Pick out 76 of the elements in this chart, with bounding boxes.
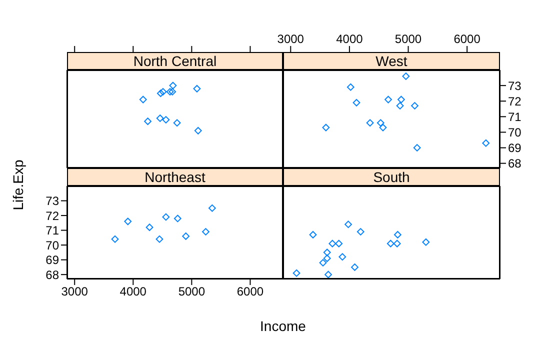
- point: [169, 82, 177, 90]
- point: [174, 214, 182, 222]
- point: [322, 124, 330, 132]
- x-tick-label: 3000: [61, 284, 88, 299]
- y-tick-label: 70: [508, 125, 522, 140]
- x-axis-title: Income: [259, 318, 307, 334]
- point: [208, 204, 216, 212]
- point: [344, 220, 352, 228]
- point: [394, 231, 402, 238]
- point: [162, 213, 170, 221]
- point: [338, 253, 346, 261]
- y-tick-label: 73: [46, 194, 60, 208]
- point: [202, 228, 210, 236]
- point: [323, 254, 331, 262]
- point: [156, 114, 164, 122]
- y-tick-label: 70: [46, 238, 60, 252]
- point: [159, 88, 167, 96]
- y-tick-label: 68: [508, 156, 522, 171]
- point: [139, 96, 147, 104]
- x-tick-label: 5000: [178, 284, 206, 299]
- point: [162, 116, 170, 124]
- point: [356, 228, 364, 236]
- chart-title: Northeast: [67, 168, 283, 186]
- point: [193, 84, 201, 92]
- point: [366, 119, 374, 127]
- point: [402, 72, 410, 80]
- chart-title: West: [283, 52, 500, 70]
- point: [328, 240, 336, 248]
- y-tick-label: 69: [508, 141, 522, 156]
- point: [324, 270, 332, 278]
- point: [292, 269, 300, 277]
- chart-title: North Central: [67, 52, 283, 70]
- point: [309, 231, 317, 238]
- point: [413, 144, 421, 152]
- y-tick-label: 71: [508, 110, 522, 124]
- point: [173, 119, 181, 127]
- y-tick-label: 72: [46, 208, 60, 223]
- point: [482, 139, 490, 147]
- point: [182, 232, 190, 240]
- point: [352, 98, 360, 106]
- point: [144, 118, 152, 126]
- point: [156, 235, 164, 243]
- point: [422, 238, 430, 246]
- y-tick-label: 71: [46, 224, 60, 238]
- point: [146, 224, 154, 232]
- x-tick-label: 4000: [336, 32, 364, 46]
- point: [411, 102, 418, 110]
- x-tick-label: 6000: [236, 284, 264, 299]
- y-tick-label: 68: [46, 268, 60, 282]
- y-axis-title: Life.Exp: [10, 160, 26, 210]
- point: [379, 124, 387, 132]
- y-tick-label: 73: [508, 78, 522, 93]
- x-tick-label: 6000: [454, 32, 481, 46]
- point: [398, 96, 405, 104]
- point: [393, 240, 401, 248]
- point: [111, 235, 119, 243]
- point: [156, 90, 164, 98]
- point: [384, 96, 392, 104]
- point: [168, 88, 176, 96]
- point: [319, 259, 327, 266]
- x-tick-label: 4000: [120, 284, 147, 299]
- point: [194, 126, 202, 134]
- point: [351, 263, 358, 271]
- point: [396, 102, 404, 110]
- point: [335, 240, 343, 248]
- point: [323, 248, 331, 256]
- point: [166, 88, 174, 96]
- x-tick-label: 5000: [394, 32, 422, 46]
- point: [386, 240, 394, 248]
- y-tick-label: 72: [508, 94, 522, 108]
- chart-title: South: [283, 168, 500, 186]
- y-tick-label: 69: [46, 253, 60, 268]
- x-tick-label: 3000: [277, 32, 304, 46]
- point: [346, 83, 354, 91]
- point: [376, 119, 384, 127]
- point: [124, 218, 132, 226]
